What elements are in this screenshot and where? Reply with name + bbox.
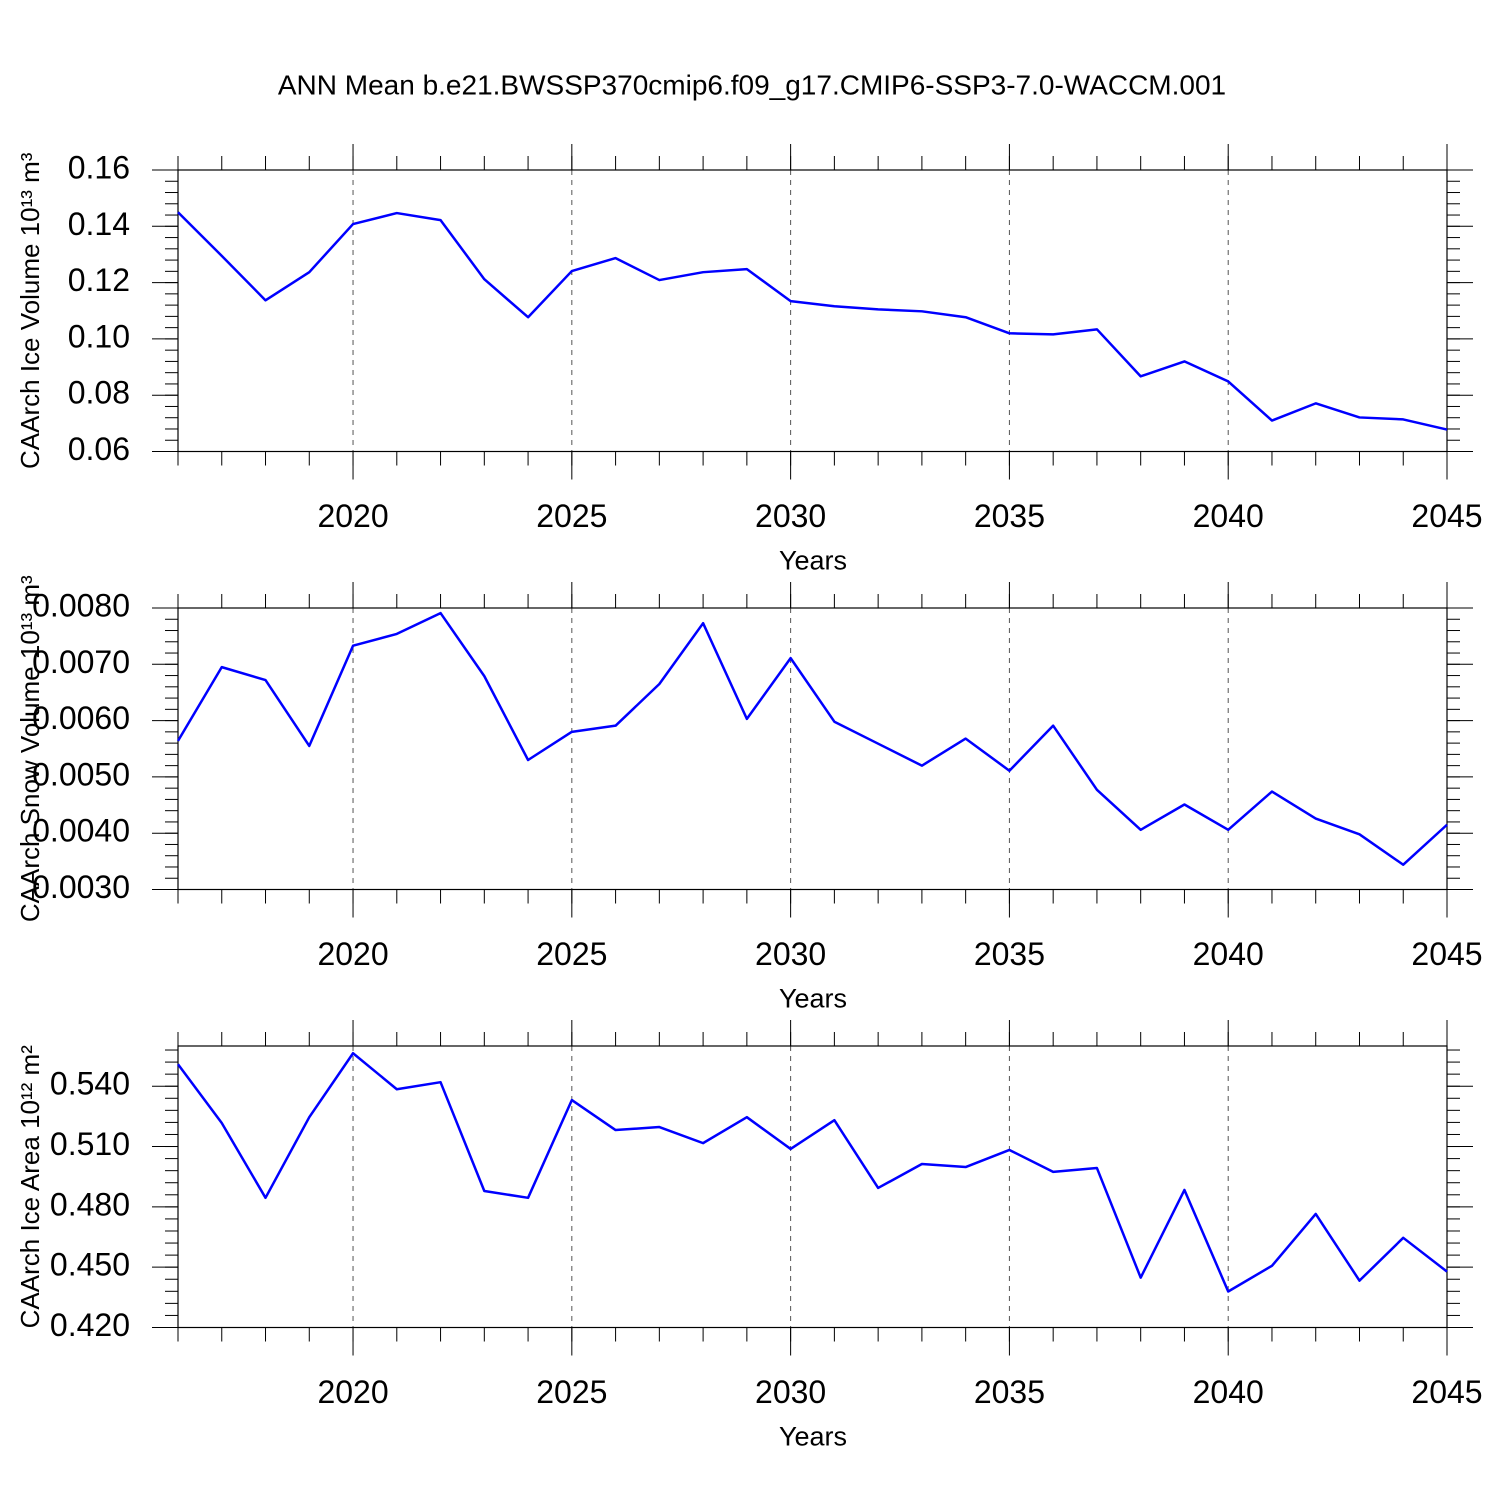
x-tick-label: 2020	[317, 936, 388, 972]
x-axis-label: Years	[779, 546, 847, 576]
figure-title: ANN Mean b.e21.BWSSP370cmip6.f09_g17.CMI…	[278, 69, 1226, 100]
y-tick-label: 0.16	[68, 149, 130, 185]
y-axis-label: CAArch Snow Volume 10¹³ m³	[15, 575, 45, 922]
y-tick-label: 0.420	[50, 1307, 130, 1343]
plot-frame	[177, 607, 1448, 891]
x-tick-label: 2030	[755, 1374, 826, 1410]
x-tick-label: 2035	[974, 1374, 1045, 1410]
x-axis-label: Years	[779, 984, 847, 1014]
y-tick-label: 0.0070	[32, 644, 130, 680]
y-tick-label: 0.480	[50, 1186, 130, 1222]
x-tick-label: 2045	[1411, 498, 1482, 534]
x-tick-label: 2040	[1193, 936, 1264, 972]
y-tick-label: 0.0060	[32, 700, 130, 736]
y-tick-label: 0.12	[68, 262, 130, 298]
y-tick-label: 0.10	[68, 318, 130, 354]
data-line	[177, 211, 1448, 431]
y-tick-label: 0.510	[50, 1126, 130, 1162]
x-tick-label: 2040	[1193, 1374, 1264, 1410]
plot-frame	[177, 1045, 1448, 1329]
y-tick-label: 0.540	[50, 1066, 130, 1102]
y-tick-label: 0.14	[68, 206, 130, 242]
x-tick-label: 2025	[536, 936, 607, 972]
y-axis-label: CAArch Ice Volume 10¹³ m³	[15, 152, 45, 469]
y-tick-label: 0.0050	[32, 756, 130, 792]
data-line	[176, 1051, 1448, 1293]
y-tick-label: 0.06	[68, 431, 130, 467]
y-tick-label: 0.0080	[32, 587, 130, 623]
y-tick-label: 0.0040	[32, 813, 130, 849]
y-tick-label: 0.0030	[32, 869, 130, 905]
x-tick-label: 2025	[536, 1374, 607, 1410]
x-tick-label: 2035	[974, 936, 1045, 972]
y-tick-label: 0.450	[50, 1247, 130, 1283]
x-axis-label: Years	[779, 1422, 847, 1452]
y-axis-label: CAArch Ice Area 10¹² m²	[15, 1045, 45, 1329]
plot-frame	[177, 169, 1448, 453]
x-tick-label: 2020	[317, 498, 388, 534]
x-tick-label: 2045	[1411, 1374, 1482, 1410]
y-tick-label: 0.08	[68, 375, 130, 411]
data-line	[176, 611, 1448, 866]
x-tick-label: 2030	[755, 498, 826, 534]
x-tick-label: 2025	[536, 498, 607, 534]
x-tick-label: 2020	[317, 1374, 388, 1410]
x-tick-label: 2035	[974, 498, 1045, 534]
x-tick-label: 2045	[1411, 936, 1482, 972]
x-tick-label: 2030	[755, 936, 826, 972]
x-tick-label: 2040	[1193, 498, 1264, 534]
